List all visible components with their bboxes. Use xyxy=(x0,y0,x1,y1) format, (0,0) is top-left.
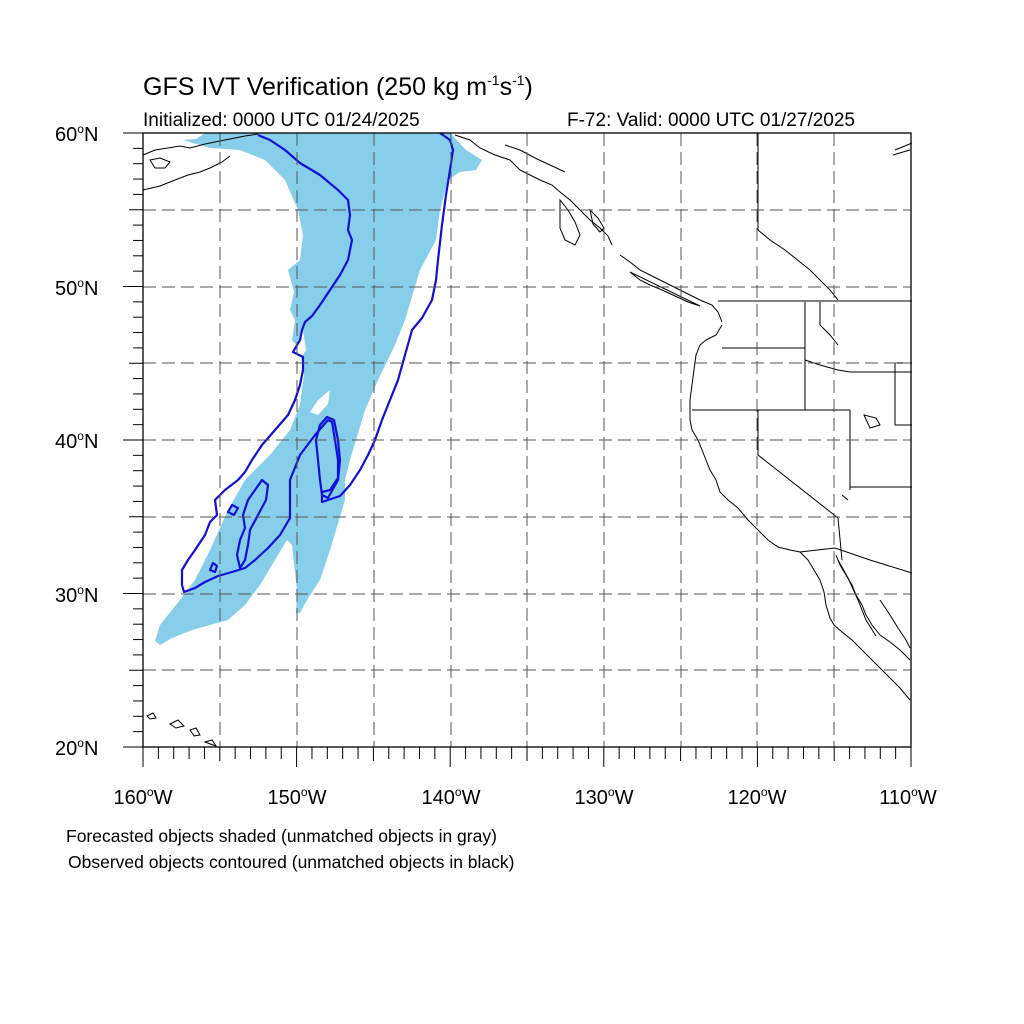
political-boundaries xyxy=(692,133,913,574)
map-title: GFS IVT Verification (250 kg m-1s-1) xyxy=(143,72,533,101)
forecast-gap xyxy=(296,330,306,360)
lon-label-140w: 140oW xyxy=(421,785,481,809)
lat-label-60: 60oN xyxy=(55,122,99,146)
valid-time-label: F-72: Valid: 0000 UTC 01/27/2025 xyxy=(567,110,855,131)
lat-label-50: 50oN xyxy=(55,276,99,300)
lon-label-130w: 130oW xyxy=(574,785,634,809)
observed-object-contours xyxy=(180,132,455,594)
grid-lines xyxy=(143,133,911,747)
lon-label-150w: 150oW xyxy=(267,785,327,809)
legend-forecast-note: Forecasted objects shaded (unmatched obj… xyxy=(66,826,497,846)
legend-observed-note: Observed objects contoured (unmatched ob… xyxy=(68,852,515,872)
forecast-gap xyxy=(310,390,330,415)
lon-label-160w: 160oW xyxy=(113,785,173,809)
lat-label-30: 30oN xyxy=(55,583,99,607)
forecast-object-shaded xyxy=(155,133,482,645)
lon-label-110w: 110oW xyxy=(879,785,937,809)
axis-ticks xyxy=(123,132,912,767)
lon-label-120w: 120oW xyxy=(727,785,787,809)
initialized-label: Initialized: 0000 UTC 01/24/2025 xyxy=(143,110,420,131)
lat-label-20: 20oN xyxy=(55,736,99,760)
lat-label-40: 40oN xyxy=(55,429,99,453)
